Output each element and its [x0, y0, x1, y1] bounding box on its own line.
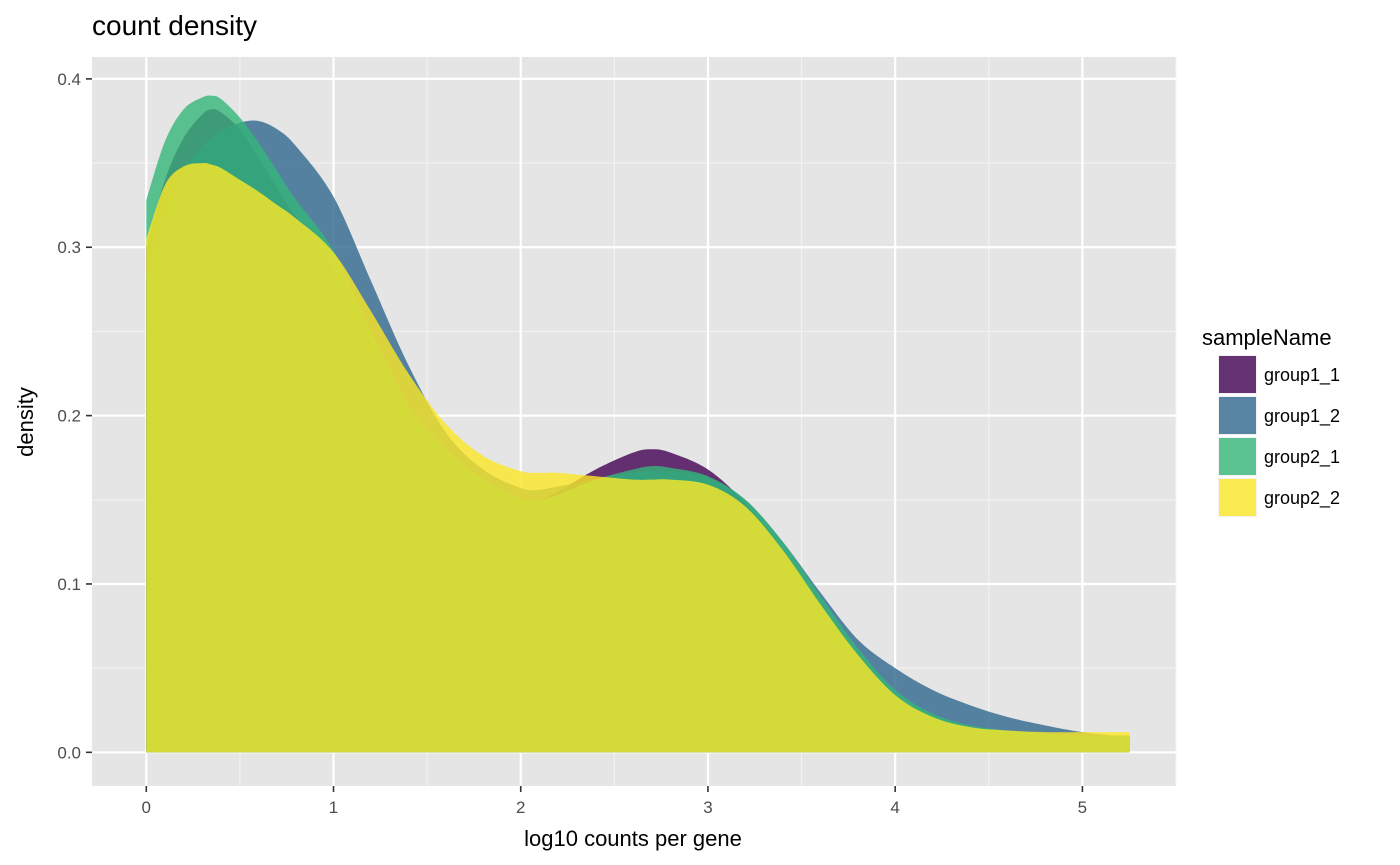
legend-label-group1-2: group1_2	[1264, 406, 1340, 427]
density-area-group2-2	[146, 163, 1130, 753]
legend-title: sampleName	[1202, 325, 1332, 350]
density-areas	[146, 95, 1130, 753]
legend-swatch-group1-2	[1219, 397, 1256, 434]
y-tick-label: 0.3	[57, 238, 81, 257]
legend-label-group2-2: group2_2	[1264, 488, 1340, 509]
x-tick-label: 5	[1078, 798, 1087, 817]
y-tick-label: 0.2	[57, 407, 81, 426]
y-axis: 0.0 0.1 0.2 0.3 0.4	[57, 70, 92, 762]
x-tick-label: 2	[516, 798, 525, 817]
x-axis: 0 1 2 3 4 5	[142, 786, 1087, 817]
y-tick-label: 0.1	[57, 575, 81, 594]
y-tick-label: 0.4	[57, 70, 81, 89]
legend-label-group1-1: group1_1	[1264, 365, 1340, 386]
legend: sampleName group1_1 group1_2 group2_1group…	[1202, 325, 1340, 517]
legend-swatch-group1-1	[1219, 356, 1256, 393]
x-tick-label: 3	[703, 798, 712, 817]
x-axis-title: log10 counts per gene	[524, 826, 742, 851]
legend-label-group2-1: group2_1	[1264, 447, 1340, 468]
legend-swatch-group2-1	[1219, 438, 1256, 475]
y-axis-title: density	[13, 387, 38, 457]
x-tick-label: 1	[329, 798, 338, 817]
chart-title: count density	[92, 10, 257, 41]
y-tick-label: 0.0	[57, 743, 81, 762]
x-tick-label: 0	[142, 798, 151, 817]
legend-swatch-group2-2	[1219, 479, 1256, 516]
x-tick-label: 4	[890, 798, 899, 817]
